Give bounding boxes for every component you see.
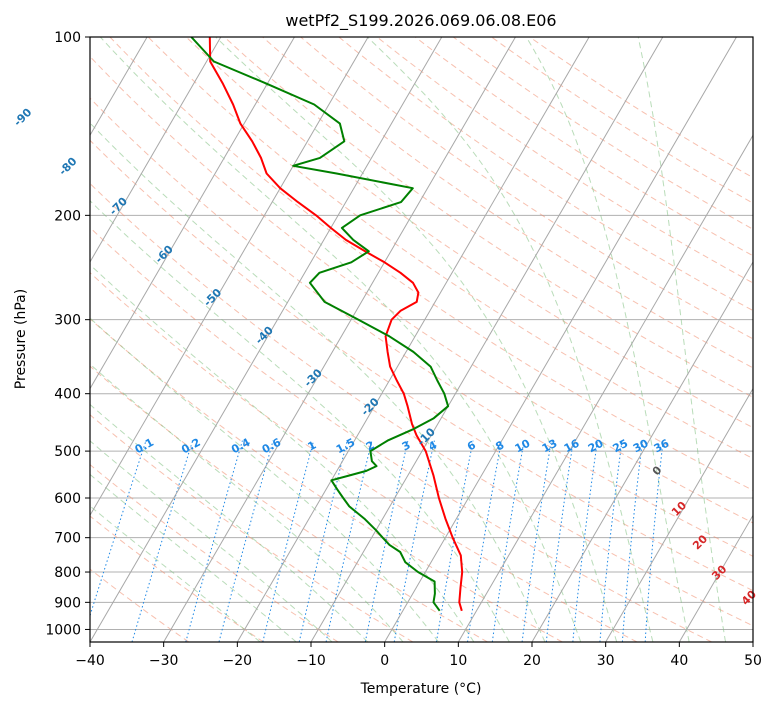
moist-adiabat-line [90, 317, 439, 642]
moist-adiabat-line [90, 263, 475, 642]
dry-adiabat-line [491, 37, 753, 204]
mixing-ratio-line [262, 440, 315, 642]
sounding-series [190, 37, 464, 612]
isotherm-line [90, 37, 222, 263]
isotherm-line [90, 37, 369, 517]
isotherm-line [90, 37, 295, 390]
x-tick-label: 50 [744, 653, 762, 669]
mixing-ratio-label: 20 [586, 436, 606, 455]
dry-adiabat-line [90, 463, 339, 642]
mixing-ratio-line [218, 440, 274, 642]
moist-adiabat-line [90, 122, 546, 642]
chart-title: wetPf2_S199.2026.069.06.08.E06 [285, 11, 556, 31]
x-tick-label: −30 [149, 653, 179, 669]
plot-area [90, 37, 753, 642]
dry-adiabat-line [90, 139, 753, 592]
dry-adiabat-line [147, 37, 753, 460]
dry-adiabat-line [90, 55, 753, 524]
y-tick-label: 500 [54, 444, 81, 460]
mixing-ratio-line [90, 440, 147, 618]
x-axis-ticks: −40 −30 −20 −10 0 10 20 30 40 50 [75, 642, 762, 669]
x-tick-label: 40 [670, 653, 688, 669]
y-tick-label: 1000 [45, 622, 81, 638]
isotherm-line [531, 260, 753, 642]
mixing-ratio-label: 25 [611, 437, 631, 456]
moist-adiabat-line [90, 473, 297, 642]
dry-adiabat-line [300, 37, 753, 340]
mixing-ratio-label: 16 [562, 437, 582, 456]
mixing-ratio-line [325, 440, 373, 642]
moist-adiabat-line [90, 403, 369, 642]
y-tick-label: 700 [54, 531, 81, 547]
mixing-ratio-line [572, 440, 598, 642]
y-axis-label: Pressure (hPa) [13, 289, 29, 389]
dry-adiabat-line [90, 365, 488, 642]
mixing-ratio-line [545, 440, 574, 642]
y-tick-label: 100 [54, 30, 81, 46]
x-tick-label: −20 [223, 653, 253, 669]
dry-adiabat-line [529, 37, 753, 179]
x-tick-label: 0 [380, 653, 389, 669]
moist-adiabat-line [99, 37, 582, 642]
isotherm-line [605, 387, 753, 642]
dry-adiabat-line [90, 226, 712, 642]
moist-adiabat-line [637, 37, 727, 642]
moist-adiabat-line [90, 440, 333, 642]
temperature-profile-line [208, 37, 464, 612]
y-tick-label: 300 [54, 313, 81, 329]
dry-adiabat-line [262, 37, 753, 369]
y-tick-label: 900 [54, 595, 81, 611]
mixing-ratio-line [599, 440, 623, 642]
mixing-ratio-label: 13 [540, 437, 560, 456]
isotherm-line [163, 37, 516, 642]
isotherm-line [310, 37, 664, 642]
mixing-ratio-label: 10 [513, 437, 533, 456]
dry-adiabat-line [185, 37, 753, 429]
isotherm-grid [90, 37, 753, 642]
mixing-ratio-line [621, 440, 643, 642]
mixing-ratio-line [298, 440, 348, 642]
isotherm-line [384, 37, 737, 642]
isotherm-line [678, 514, 753, 642]
mixing-ratio-line [644, 440, 664, 642]
y-tick-label: 200 [54, 208, 81, 224]
y-tick-label: 400 [54, 387, 81, 403]
x-tick-label: 30 [597, 653, 615, 669]
dry-adiabat-line [90, 271, 638, 642]
dewpoint-profile-line [190, 37, 450, 612]
mixing-ratio-lines [90, 440, 664, 642]
isotherm-line [90, 37, 443, 642]
x-axis-label: Temperature (°C) [360, 681, 482, 697]
x-tick-label: 20 [523, 653, 541, 669]
moist-adiabat-line [525, 37, 690, 642]
plot-frame [89, 36, 754, 643]
mixing-ratio-line [185, 440, 243, 642]
isotherm-line [457, 134, 753, 642]
mixing-ratio-label: 36 [652, 437, 672, 456]
dry-adiabat-line [90, 182, 753, 627]
x-tick-label: −40 [75, 653, 105, 669]
isotherm-line [236, 37, 590, 642]
x-tick-label: 10 [449, 653, 467, 669]
moist-adiabat-line [367, 37, 654, 642]
x-tick-label: −10 [296, 653, 326, 669]
dry-adiabat-line [90, 515, 264, 642]
y-axis-ticks: 100 200 300 400 500 600 700 800 900 1000 [45, 30, 90, 638]
y-tick-label: 800 [54, 565, 81, 581]
moist-adiabats [90, 37, 727, 642]
mixing-ratio-label: 30 [631, 437, 651, 456]
y-tick-label: 600 [54, 491, 81, 507]
mixing-ratio-line [131, 440, 194, 642]
moist-adiabat-line [90, 200, 510, 642]
dry-adiabat-line [90, 97, 753, 557]
